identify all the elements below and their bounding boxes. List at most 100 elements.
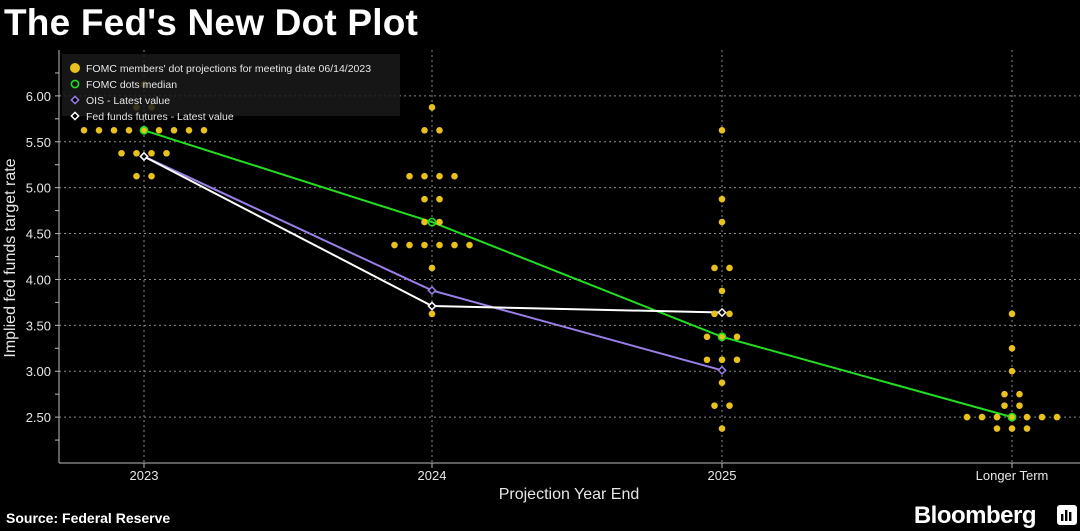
fomc-dot <box>421 195 428 203</box>
fomc-dot <box>993 413 1001 421</box>
legend-label: FOMC dots median <box>86 79 177 91</box>
y-tick-label: 6.00 <box>26 89 51 104</box>
fomc-dot <box>726 402 733 409</box>
fomc-dot <box>436 127 443 134</box>
fomc-dot <box>406 241 413 249</box>
fomc-dot <box>421 218 428 226</box>
fomc-dot <box>733 356 741 364</box>
y-tick-label: 3.50 <box>26 318 51 333</box>
fomc-dot <box>95 127 103 134</box>
y-tick-label: 4.50 <box>26 227 51 242</box>
fomc-dot <box>718 356 726 364</box>
legend-diamond-icon <box>70 111 80 121</box>
fomc-dot <box>421 241 428 249</box>
fomc-dot <box>1016 390 1023 398</box>
y-tick-label: 3.00 <box>26 364 51 379</box>
y-tick-label: 2.50 <box>26 410 51 425</box>
y-axis-ticks: 2.50 3.00 3.50 4.00 4.50 5.00 5.50 6.00 <box>26 89 51 425</box>
fomc-dot <box>993 425 1001 432</box>
fomc-dot <box>436 241 443 249</box>
fomc-dot <box>703 333 711 341</box>
fomc-dot <box>148 149 155 157</box>
fomc-dot <box>140 127 148 134</box>
fomc-dot <box>170 127 178 134</box>
fomc-dot <box>733 333 741 341</box>
fomc-dot <box>428 310 436 318</box>
fomc-dot <box>421 127 428 134</box>
median-marker <box>427 217 437 227</box>
fomc-dot <box>1008 367 1016 375</box>
axes <box>55 50 1080 468</box>
x-tick-label: 2025 <box>708 468 737 483</box>
fomc-dot <box>436 195 443 203</box>
x-axis-label: Projection Year End <box>499 486 640 503</box>
futures-marker <box>427 301 437 311</box>
fomc-dot <box>1023 425 1031 432</box>
fomc-dot <box>1008 413 1016 421</box>
x-tick-label: Longer Term <box>976 468 1049 483</box>
fomc-dot <box>718 425 726 432</box>
source-note: Source: Federal Reserve <box>6 510 171 526</box>
legend-label: OIS - Latest value <box>86 95 170 107</box>
fomc-dot <box>1016 402 1023 409</box>
fomc-dot <box>1001 402 1008 409</box>
legend-dot-icon <box>70 63 80 73</box>
fomc-dot <box>80 127 88 134</box>
fomc-dot <box>200 127 208 134</box>
y-tick-label: 4.00 <box>26 272 51 287</box>
fomc-dot <box>718 127 726 134</box>
fomc-dot <box>1008 425 1016 432</box>
fomc-dot <box>451 172 458 180</box>
fomc-dot <box>185 127 193 134</box>
fomc-dot <box>125 127 133 134</box>
fomc-dot <box>1038 413 1046 421</box>
fomc-dot <box>428 104 436 111</box>
fomc-dot <box>391 241 398 249</box>
median-marker <box>717 332 727 342</box>
fomc-dot <box>1008 310 1016 318</box>
fomc-dot <box>718 218 726 226</box>
fomc-dot <box>436 218 443 226</box>
fomc-dot <box>711 402 718 409</box>
series-lines <box>143 129 1013 419</box>
fomc-dot <box>110 127 118 134</box>
fomc-dot <box>726 310 733 318</box>
fomc-dot <box>466 241 473 249</box>
x-tick-label: 2024 <box>418 468 447 483</box>
futures-marker <box>139 151 149 162</box>
x-axis-ticks: 2023 2024 2025 Longer Term <box>130 468 1049 483</box>
fomc-dot <box>421 172 428 180</box>
series-markers <box>139 125 1017 422</box>
futures-marker <box>717 307 727 318</box>
fomc-dot <box>703 356 711 364</box>
bloomberg-mark-icon <box>1057 505 1077 525</box>
median-marker <box>1007 412 1017 422</box>
y-axis-label: Implied fed funds target rate <box>2 158 19 357</box>
x-tick-label: 2023 <box>130 468 159 483</box>
fomc-dot <box>1023 413 1031 421</box>
fomc-dot <box>133 149 140 157</box>
fomc-dot <box>711 264 718 272</box>
fomc-dot <box>163 149 170 157</box>
page-title: The Fed's New Dot Plot <box>4 2 419 43</box>
fomc-dot <box>133 172 140 180</box>
fomc-dot <box>1053 413 1061 421</box>
fomc-dot <box>718 379 726 386</box>
fomc-dot <box>963 413 971 421</box>
legend-circle-icon <box>70 79 80 89</box>
y-tick-label: 5.00 <box>26 181 51 196</box>
fomc-dot <box>711 310 718 318</box>
fomc-dot <box>118 149 125 157</box>
fomc-dot <box>406 172 413 180</box>
legend-diamond-icon <box>70 95 80 105</box>
legend-box <box>62 54 400 116</box>
fomc-dots <box>80 81 1061 432</box>
median-line <box>143 129 1013 419</box>
fomc-dot <box>718 287 726 295</box>
fomc-dot <box>451 241 458 249</box>
ois-marker <box>427 285 437 296</box>
legend-label: FOMC members' dot projections for meetin… <box>86 63 371 75</box>
fomc-dot <box>1001 390 1008 398</box>
fomc-dot <box>436 172 443 180</box>
